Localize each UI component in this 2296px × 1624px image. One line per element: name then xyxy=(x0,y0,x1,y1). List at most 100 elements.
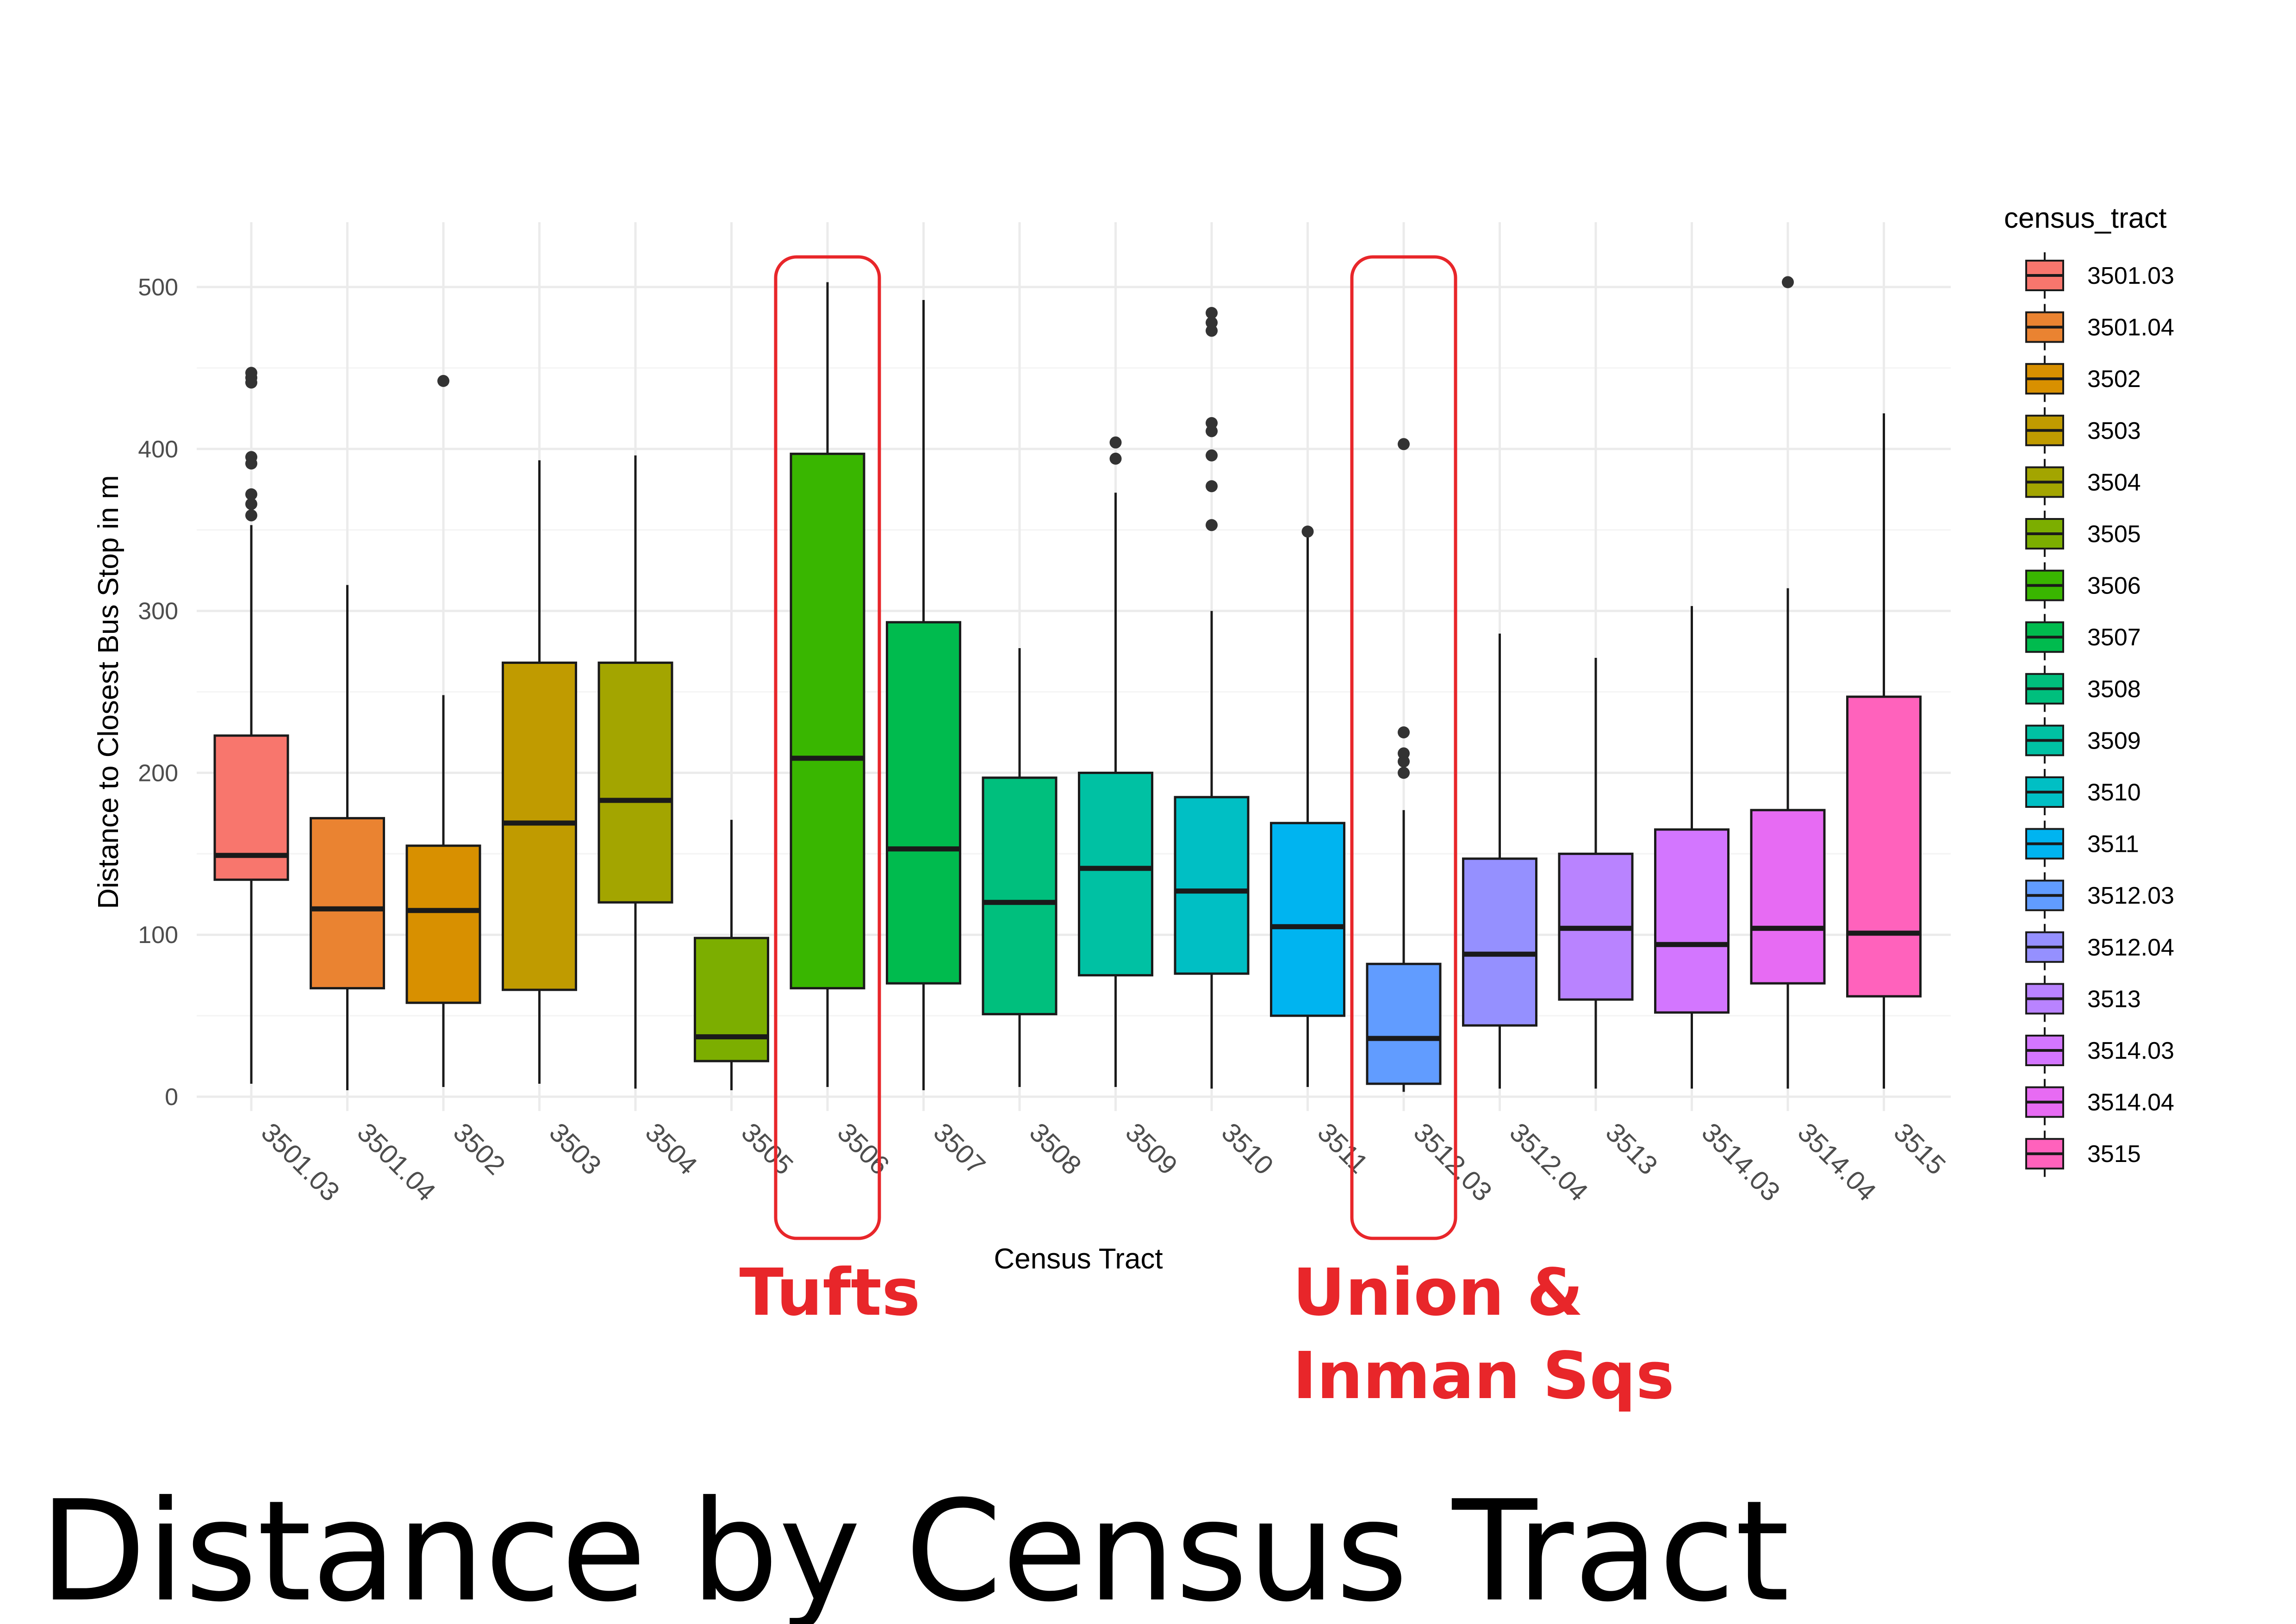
outlier-point xyxy=(1206,316,1218,329)
x-tick-label: 3502 xyxy=(448,1117,511,1181)
legend-item-3501.04: 3501.04 xyxy=(2025,304,2174,350)
legend-item-3508: 3508 xyxy=(2025,665,2141,712)
outlier-point xyxy=(1206,480,1218,493)
legend-label: 3509 xyxy=(2087,727,2141,754)
outlier-point xyxy=(1109,452,1122,465)
outlier-point xyxy=(1206,449,1218,462)
legend-label: 3501.03 xyxy=(2087,262,2174,289)
x-tick-label: 3507 xyxy=(927,1117,991,1181)
boxplot-3513 xyxy=(1558,658,1634,1089)
box-iqr xyxy=(213,734,289,881)
x-tick-label: 3512.03 xyxy=(1408,1117,1498,1207)
box-iqr xyxy=(502,662,577,991)
legend-label: 3514.03 xyxy=(2087,1037,2174,1064)
x-tick-label: 3512.04 xyxy=(1504,1117,1593,1207)
annotation-label: Tufts xyxy=(740,1255,921,1330)
legend-label: 3506 xyxy=(2087,573,2141,600)
highlight-frame-3512.03 xyxy=(1350,255,1457,1240)
outlier-point xyxy=(1398,438,1410,450)
x-tick-label: 3514.03 xyxy=(1696,1117,1786,1207)
axes: 0 100 200 300 400 500 3501.03 3501.04 3502 3503 35… xyxy=(138,274,1951,1207)
legend-item-3504: 3504 xyxy=(2025,459,2141,506)
x-tick-label: 3509 xyxy=(1120,1117,1183,1181)
x-tick-label: 3506 xyxy=(832,1117,895,1181)
x-tick-label: 3504 xyxy=(640,1117,703,1181)
x-tick-label: 3514.04 xyxy=(1792,1117,1882,1207)
x-tick-label: 3505 xyxy=(735,1117,799,1181)
legend-item-3515: 3515 xyxy=(2025,1131,2141,1177)
boxplot-3511 xyxy=(1270,525,1345,1087)
outlier-point xyxy=(245,367,257,379)
legend-item-3513: 3513 xyxy=(2025,975,2141,1022)
legend-item-3514.03: 3514.03 xyxy=(2025,1027,2174,1074)
legend-label: 3504 xyxy=(2087,469,2141,496)
legend-item-3512.03: 3512.03 xyxy=(2025,872,2174,919)
x-tick-label: 3508 xyxy=(1024,1117,1087,1181)
box-iqr xyxy=(1174,796,1250,975)
boxplot-3502 xyxy=(405,375,481,1087)
legend-label: 3515 xyxy=(2087,1141,2141,1168)
box-iqr xyxy=(694,937,769,1062)
legend-label: 3514.04 xyxy=(2087,1089,2174,1116)
boxplot-3508 xyxy=(982,648,1058,1087)
outlier-point xyxy=(1206,306,1218,319)
outlier-point xyxy=(245,498,257,510)
legend-label: 3513 xyxy=(2087,986,2141,1012)
outlier-point xyxy=(1398,767,1410,779)
boxplot-3503 xyxy=(502,460,577,1084)
boxplot-3501.04 xyxy=(310,585,385,1091)
legend-label: 3507 xyxy=(2087,624,2141,651)
box-iqr xyxy=(1078,771,1153,977)
legend-item-3505: 3505 xyxy=(2025,511,2141,557)
legend-item-3511: 3511 xyxy=(2025,820,2139,867)
legend-item-3501.03: 3501.03 xyxy=(2025,252,2174,299)
x-axis-title: Census Tract xyxy=(994,1243,1163,1275)
box-iqr xyxy=(1270,822,1345,1017)
outlier-point xyxy=(1301,525,1314,538)
outlier-point xyxy=(1109,436,1122,449)
box-iqr xyxy=(1750,809,1826,985)
highlight-frames xyxy=(774,255,1457,1240)
x-tick-label: 3510 xyxy=(1216,1117,1279,1181)
boxplot-3515 xyxy=(1846,413,1922,1089)
outlier-point xyxy=(437,375,449,387)
legend-item-3514.04: 3514.04 xyxy=(2025,1079,2174,1125)
legend-label: 3502 xyxy=(2087,366,2141,393)
outlier-point xyxy=(245,509,257,522)
box-iqr xyxy=(886,621,961,985)
outlier-point xyxy=(245,451,257,463)
legend-item-3510: 3510 xyxy=(2025,769,2141,815)
legend-label: 3512.04 xyxy=(2087,934,2174,961)
y-tick-label: 0 xyxy=(165,1084,178,1111)
x-tick-label: 3501.04 xyxy=(351,1117,441,1207)
legend-item-3512.04: 3512.04 xyxy=(2025,924,2174,970)
highlight-frame-3506 xyxy=(774,255,881,1240)
y-tick-label: 500 xyxy=(138,274,178,301)
box-iqr xyxy=(1846,695,1922,998)
boxplot-3512.04 xyxy=(1462,633,1537,1089)
legend-label: 3503 xyxy=(2087,418,2141,444)
legend-title: census_tract xyxy=(2004,202,2167,234)
boxplot-3505 xyxy=(694,819,769,1091)
x-tick-label: 3513 xyxy=(1600,1117,1663,1181)
legend-item-3507: 3507 xyxy=(2025,614,2141,661)
boxplot-3501.03 xyxy=(213,367,289,1084)
legend-label: 3510 xyxy=(2087,779,2141,806)
boxplot-3514.04 xyxy=(1750,276,1826,1089)
box-iqr xyxy=(1366,962,1442,1085)
boxplot-3507 xyxy=(886,300,961,1091)
box-iqr xyxy=(597,662,673,904)
boxplot-3504 xyxy=(597,455,673,1089)
outlier-point xyxy=(1206,519,1218,531)
legend: census_tract 3501.03 3501.04 3502 3503 3504 3… xyxy=(2004,202,2174,1177)
y-axis-title: Distance to Closest Bus Stop in m xyxy=(93,475,124,909)
outlier-point xyxy=(1782,276,1794,288)
boxplot-3514.03 xyxy=(1654,606,1730,1089)
legend-label: 3501.04 xyxy=(2087,314,2174,341)
x-tick-label: 3501.03 xyxy=(255,1117,345,1207)
annotation-line: Tufts xyxy=(740,1255,921,1330)
box-iqr xyxy=(1462,857,1537,1027)
annotations: Tufts Union & Inman Sqs xyxy=(740,1255,1674,1414)
y-tick-label: 300 xyxy=(138,598,178,625)
